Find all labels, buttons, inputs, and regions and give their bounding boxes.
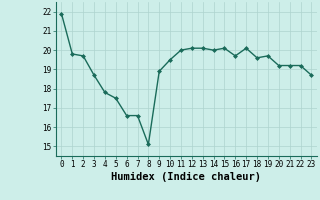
X-axis label: Humidex (Indice chaleur): Humidex (Indice chaleur) [111,172,261,182]
